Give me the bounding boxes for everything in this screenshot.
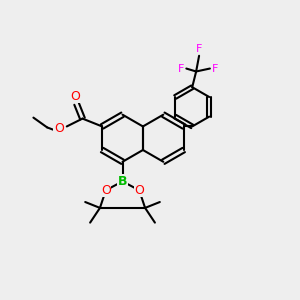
Text: F: F bbox=[212, 64, 218, 74]
Text: O: O bbox=[101, 184, 111, 197]
Text: O: O bbox=[71, 89, 81, 103]
Text: O: O bbox=[54, 122, 64, 135]
Text: O: O bbox=[134, 184, 144, 197]
Text: B: B bbox=[118, 175, 127, 188]
Text: F: F bbox=[196, 44, 202, 54]
Text: F: F bbox=[178, 64, 184, 74]
